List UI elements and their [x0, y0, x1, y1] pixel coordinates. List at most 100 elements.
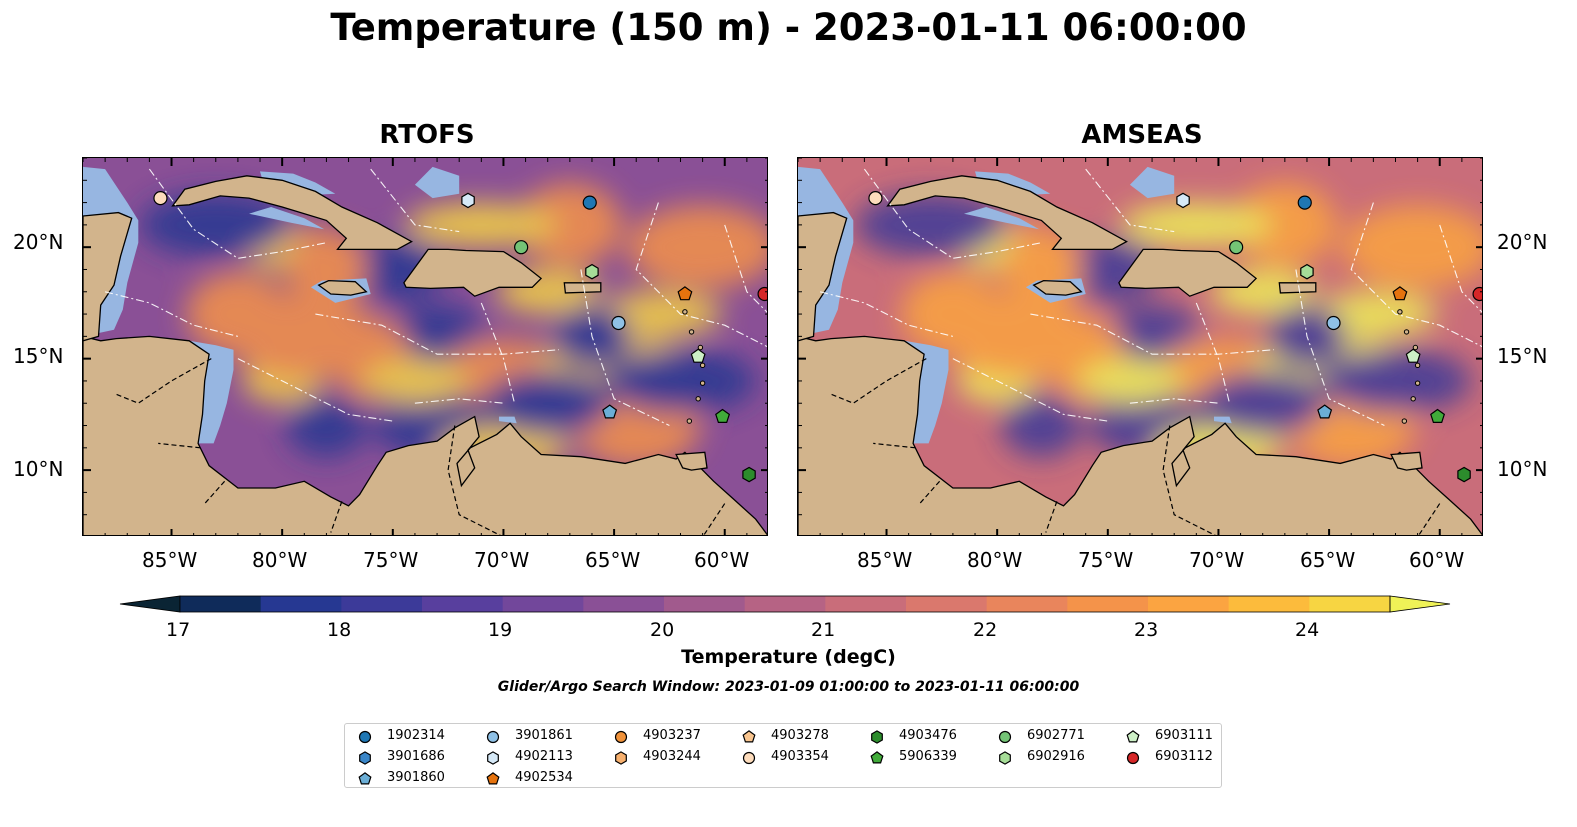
temperature-patch — [1001, 393, 1082, 458]
temperature-patch — [626, 205, 767, 290]
lon-label-left-70w: 70°W — [474, 548, 530, 572]
eez-boundary — [1195, 302, 1231, 404]
float-marker-4903354 — [153, 191, 168, 206]
colorbar-tick-18: 18 — [327, 619, 352, 641]
figure-title: Temperature (150 m) - 2023-01-11 06:00:0… — [330, 6, 1247, 49]
colorbar-tick-19: 19 — [488, 619, 513, 641]
shelf-region — [189, 340, 234, 444]
colorbar-segment — [664, 596, 746, 612]
colorbar-segment — [260, 596, 342, 612]
shelf-region — [964, 207, 1040, 230]
jamaica-land — [1032, 279, 1083, 296]
legend-marker-shape — [614, 730, 628, 744]
colorbar-tick-17: 17 — [166, 619, 191, 641]
country-border — [919, 480, 941, 504]
island — [688, 329, 695, 335]
float-marker-6902771 — [1229, 240, 1244, 255]
float-marker-4903354 — [868, 191, 883, 206]
panel-title-amseas: AMSEAS — [1081, 120, 1203, 150]
colorbar-tick-20: 20 — [650, 619, 675, 641]
eez-boundary — [1350, 202, 1482, 348]
legend-marker-shape — [359, 751, 371, 765]
colorbar-segment — [422, 596, 504, 612]
island — [682, 309, 688, 315]
float-legend: 1902314 3901686 3901860 3901861 4902113 … — [344, 723, 1222, 788]
country-border — [204, 480, 226, 504]
eez-boundary — [635, 202, 767, 348]
legend-marker-shape — [358, 772, 372, 785]
float-marker-6903112 — [757, 286, 767, 302]
legend-marker-shape — [486, 772, 500, 785]
legend-marker-shape — [486, 730, 500, 744]
float-marker-4903476 — [742, 466, 756, 483]
lon-label-right-80w: 80°W — [967, 548, 1023, 572]
eez-boundary — [1030, 313, 1274, 355]
eez-boundary — [148, 168, 327, 259]
float-marker-4903476 — [1457, 466, 1471, 483]
eez-boundary — [1085, 168, 1175, 233]
colorbar-segment — [906, 596, 988, 612]
float-marker-4902534 — [677, 286, 693, 301]
eez-boundary — [819, 291, 954, 337]
country-border — [330, 501, 343, 533]
eez-boundary — [414, 398, 504, 404]
colorbar-frame — [179, 595, 1391, 613]
temperature-patch — [604, 348, 757, 413]
legend-marker-shape — [998, 730, 1012, 744]
temperature-patch — [286, 393, 367, 458]
lon-label-left-65w: 65°W — [585, 548, 641, 572]
island — [1397, 309, 1403, 315]
float-marker-3901861 — [1326, 315, 1341, 331]
legend-marker-shape — [870, 751, 884, 764]
eez-boundary — [580, 269, 670, 426]
float-marker-3901861 — [611, 315, 626, 331]
legend-marker-shape — [742, 730, 756, 743]
island — [697, 344, 704, 351]
lon-label-right-85w: 85°W — [857, 548, 913, 572]
legend-marker-pentagon — [486, 772, 500, 785]
float-marker-6902916 — [585, 263, 599, 280]
colorbar-segment — [341, 596, 423, 612]
colorbar-extend-low — [119, 595, 181, 613]
temperature-patch — [854, 192, 1007, 257]
eez-boundary — [237, 358, 393, 422]
lon-label-left-75w: 75°W — [363, 548, 419, 572]
shelf-region — [1129, 166, 1175, 199]
colorbar-tick-22: 22 — [973, 619, 998, 641]
lon-label-right-65w: 65°W — [1300, 548, 1356, 572]
float-marker-3901860 — [602, 404, 618, 419]
colorbar-segment — [1309, 596, 1391, 612]
map-amseas-svg — [798, 158, 1482, 535]
lat-label-right-20n: 20°N — [1497, 230, 1548, 254]
island — [699, 380, 706, 386]
colorbar-segment — [986, 596, 1068, 612]
lat-label-right-15n: 15°N — [1497, 344, 1548, 368]
legend-marker-shape — [999, 751, 1011, 765]
temperature-patch — [483, 371, 612, 436]
legend-marker-circle — [486, 730, 500, 744]
lat-label-left-15n: 15°N — [13, 344, 64, 368]
legend-marker-pentagon — [358, 772, 372, 785]
colorbar-title: Temperature (degC) — [681, 646, 896, 668]
legend-marker-hexagon — [871, 730, 883, 744]
trinidad-land — [1390, 451, 1423, 471]
lat-label-left-10n: 10°N — [13, 457, 64, 481]
legend-marker-hexagon — [359, 751, 371, 765]
map-amseas — [797, 157, 1483, 536]
temperature-patch — [1198, 371, 1327, 436]
legend-marker-shape — [742, 751, 756, 765]
cuba-land — [171, 175, 413, 251]
yucatan-land — [798, 211, 848, 342]
axis-ticks — [83, 158, 767, 535]
trinidad-land — [675, 451, 708, 471]
float-marker-1902314 — [1297, 195, 1312, 210]
temperature-patch — [139, 192, 292, 257]
jamaica-land — [317, 279, 368, 296]
lat-label-right-10n: 10°N — [1497, 457, 1548, 481]
temperature-patch — [1319, 348, 1472, 413]
colorbar-segment — [825, 596, 907, 612]
colorbar-tick-24: 24 — [1295, 619, 1320, 641]
island — [1412, 344, 1419, 351]
yucatan-land — [83, 211, 133, 342]
temperature-patch — [1341, 205, 1482, 290]
